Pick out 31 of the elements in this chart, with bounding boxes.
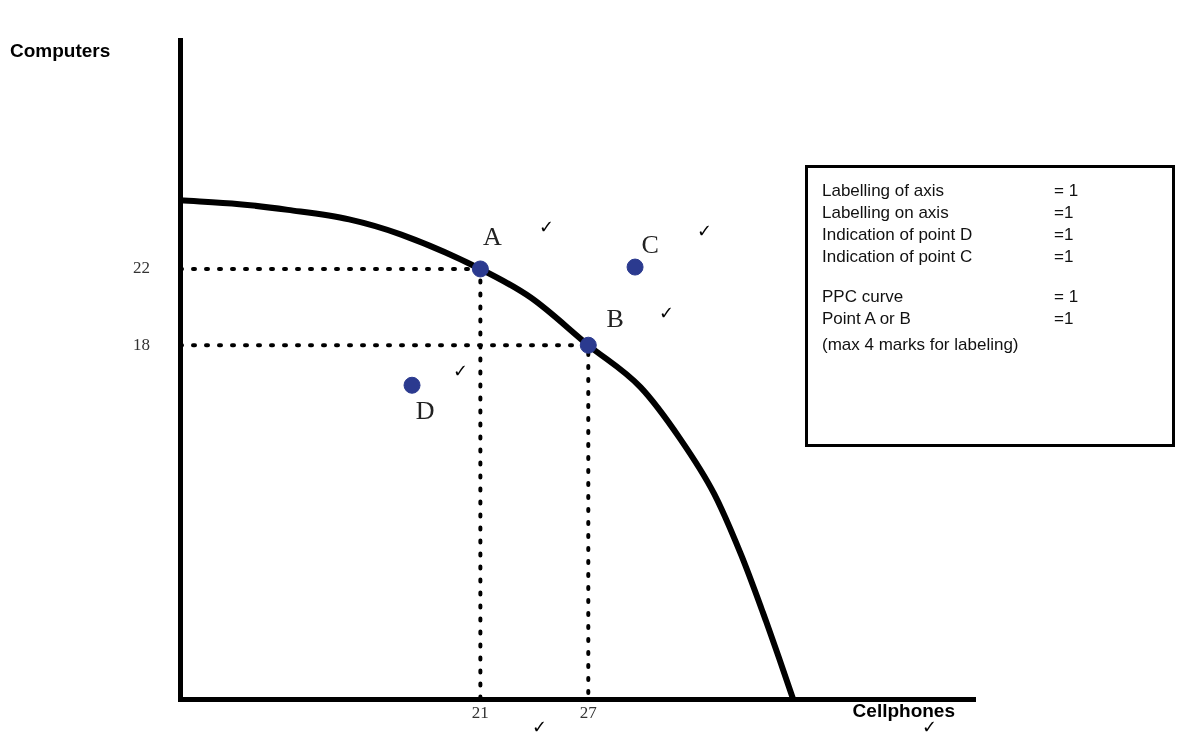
y-tick-label: 18 [133, 334, 150, 354]
annotation: A [482, 221, 502, 251]
text: =1 [1054, 246, 1074, 268]
y-axis-title: Computers [10, 40, 111, 62]
text: =1 [1054, 224, 1074, 246]
annotation: Labelling of axis [822, 180, 945, 202]
annotation: PPC curve [822, 286, 905, 308]
x-tick-label: 21 [471, 703, 489, 723]
point [626, 258, 644, 276]
annotation: ✓ [659, 302, 675, 323]
annotation: ✓ [453, 360, 469, 381]
point [579, 336, 597, 354]
text: = 1 [1054, 286, 1079, 308]
annotation: ✓ [539, 216, 555, 237]
annotation: C [641, 229, 659, 259]
point [471, 260, 489, 278]
annotation: Indication of point C [822, 246, 974, 268]
annotation: B [606, 304, 624, 334]
annotation: ✓ [697, 220, 713, 241]
y-tick-label: 22 [133, 258, 150, 278]
text: = 1 [1054, 180, 1079, 202]
annotation: Indication of point D [822, 224, 974, 246]
point [403, 376, 421, 394]
annotation: Point A or B [822, 308, 912, 330]
text: =1 [1054, 202, 1074, 224]
annotation: D [415, 396, 435, 426]
annotation: (max 4 marks for labeling) [822, 334, 1020, 356]
x-tick-label: 27 [579, 703, 598, 723]
text: =1 [1054, 308, 1074, 330]
text: ✓ [532, 716, 548, 737]
annotation: Labelling on axis [822, 202, 950, 224]
